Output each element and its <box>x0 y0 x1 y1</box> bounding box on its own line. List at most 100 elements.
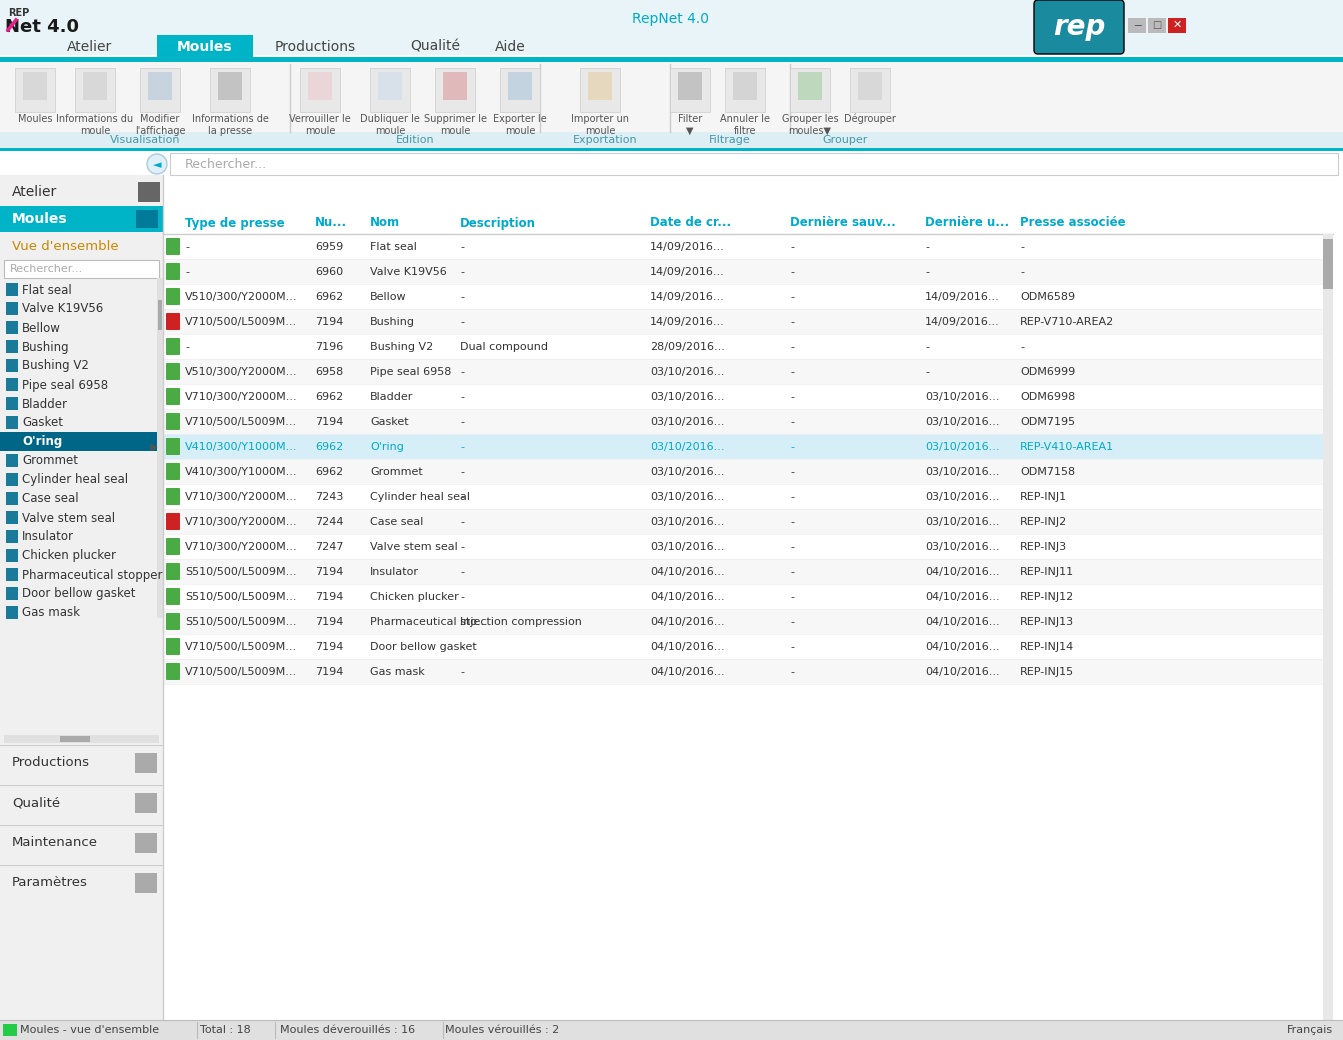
Text: Gasket: Gasket <box>371 417 408 427</box>
Bar <box>858 72 882 100</box>
Text: -: - <box>461 442 463 452</box>
Bar <box>308 72 332 100</box>
Text: ▶: ▶ <box>149 442 157 452</box>
Bar <box>83 72 107 100</box>
Text: Cylinder heal seal: Cylinder heal seal <box>21 473 128 487</box>
Text: 7194: 7194 <box>316 667 344 677</box>
Text: ODM7195: ODM7195 <box>1019 417 1076 427</box>
Text: Atelier: Atelier <box>67 40 113 54</box>
Text: -: - <box>461 417 463 427</box>
Text: Bladder: Bladder <box>21 397 68 411</box>
Bar <box>500 68 540 112</box>
Text: 7247: 7247 <box>316 542 344 552</box>
Text: -: - <box>1019 267 1023 277</box>
Text: -: - <box>461 517 463 527</box>
Text: Type de presse: Type de presse <box>185 216 285 230</box>
Text: -: - <box>925 342 929 352</box>
Bar <box>5 530 17 543</box>
Text: V410/300/Y1000M...: V410/300/Y1000M... <box>185 442 298 452</box>
Text: Aide: Aide <box>494 40 525 54</box>
Text: -: - <box>461 292 463 302</box>
FancyBboxPatch shape <box>167 463 180 480</box>
Text: Net 4.0: Net 4.0 <box>5 18 79 36</box>
FancyBboxPatch shape <box>167 438 180 456</box>
Bar <box>163 409 1334 434</box>
Bar <box>508 72 532 100</box>
Text: Bushing V2: Bushing V2 <box>371 342 434 352</box>
Text: 6960: 6960 <box>316 267 342 277</box>
Bar <box>163 509 1334 534</box>
Bar <box>5 587 17 600</box>
Text: Bellow: Bellow <box>371 292 407 302</box>
Bar <box>0 206 163 232</box>
Text: Gas mask: Gas mask <box>371 667 424 677</box>
Text: Valve stem seal: Valve stem seal <box>371 542 458 552</box>
Text: Productions: Productions <box>274 40 356 54</box>
Text: Bushing V2: Bushing V2 <box>21 360 89 372</box>
Text: 14/09/2016...: 14/09/2016... <box>650 292 725 302</box>
Bar <box>75 68 115 112</box>
Text: REP-V410-AREA1: REP-V410-AREA1 <box>1019 442 1115 452</box>
Text: ODM6589: ODM6589 <box>1019 292 1076 302</box>
Text: -: - <box>790 642 794 652</box>
Text: Bushing: Bushing <box>21 340 70 354</box>
Text: 6958: 6958 <box>316 367 344 376</box>
Text: REP-V710-AREA2: REP-V710-AREA2 <box>1019 317 1115 327</box>
Bar <box>670 68 710 112</box>
Text: Grommet: Grommet <box>371 467 423 477</box>
FancyBboxPatch shape <box>167 388 180 405</box>
Bar <box>3 1024 17 1036</box>
Text: ─: ─ <box>1133 20 1140 30</box>
Text: 03/10/2016...: 03/10/2016... <box>650 417 724 427</box>
Text: 03/10/2016...: 03/10/2016... <box>650 392 724 402</box>
Bar <box>218 72 242 100</box>
Text: Chicken plucker: Chicken plucker <box>21 549 115 563</box>
Text: Pipe seal 6958: Pipe seal 6958 <box>371 367 451 376</box>
Text: Moules: Moules <box>177 40 232 54</box>
Text: Valve K19V56: Valve K19V56 <box>21 303 103 315</box>
Bar <box>136 210 158 228</box>
Bar <box>0 0 68 55</box>
Text: V710/500/L5009M...: V710/500/L5009M... <box>185 317 297 327</box>
Bar <box>371 68 410 112</box>
Text: Bushing: Bushing <box>371 317 415 327</box>
Text: V410/300/Y1000M...: V410/300/Y1000M... <box>185 467 298 477</box>
Text: 04/10/2016...: 04/10/2016... <box>650 567 725 577</box>
Text: V710/500/L5009M...: V710/500/L5009M... <box>185 667 297 677</box>
Text: Insulator: Insulator <box>21 530 74 544</box>
Text: -: - <box>461 567 463 577</box>
Bar <box>163 609 1334 634</box>
Text: -: - <box>790 442 794 452</box>
Bar <box>0 132 1343 148</box>
Text: 7194: 7194 <box>316 317 344 327</box>
Bar <box>299 68 340 112</box>
Text: 6962: 6962 <box>316 392 344 402</box>
Text: Importer un
moule: Importer un moule <box>571 114 629 135</box>
Text: Moules vérouillés : 2: Moules vérouillés : 2 <box>445 1025 559 1035</box>
Text: Modifier
l'affichage: Modifier l'affichage <box>134 114 185 135</box>
Text: Filter
▼: Filter ▼ <box>678 114 702 135</box>
Bar <box>1168 18 1186 33</box>
Text: Informations de
la presse: Informations de la presse <box>192 114 269 135</box>
Text: 04/10/2016...: 04/10/2016... <box>925 592 999 602</box>
Bar <box>5 283 17 296</box>
Text: Valve K19V56: Valve K19V56 <box>371 267 447 277</box>
Text: REP-INJ13: REP-INJ13 <box>1019 617 1074 627</box>
Text: Pharmaceutical stopper: Pharmaceutical stopper <box>21 569 163 581</box>
Text: Door bellow gasket: Door bellow gasket <box>371 642 477 652</box>
Bar <box>140 68 180 112</box>
Bar <box>5 397 17 410</box>
Text: Exporter le
moule: Exporter le moule <box>493 114 547 135</box>
Bar <box>580 68 620 112</box>
Text: REP-INJ11: REP-INJ11 <box>1019 567 1074 577</box>
Bar <box>850 68 890 112</box>
FancyBboxPatch shape <box>167 338 180 355</box>
Bar <box>0 825 163 861</box>
FancyBboxPatch shape <box>167 613 180 630</box>
Bar <box>163 309 1334 334</box>
FancyBboxPatch shape <box>167 488 180 505</box>
Text: Description: Description <box>461 216 536 230</box>
Text: Pharmaceutical sto...: Pharmaceutical sto... <box>371 617 488 627</box>
Text: -: - <box>1019 242 1023 252</box>
FancyBboxPatch shape <box>167 513 180 530</box>
